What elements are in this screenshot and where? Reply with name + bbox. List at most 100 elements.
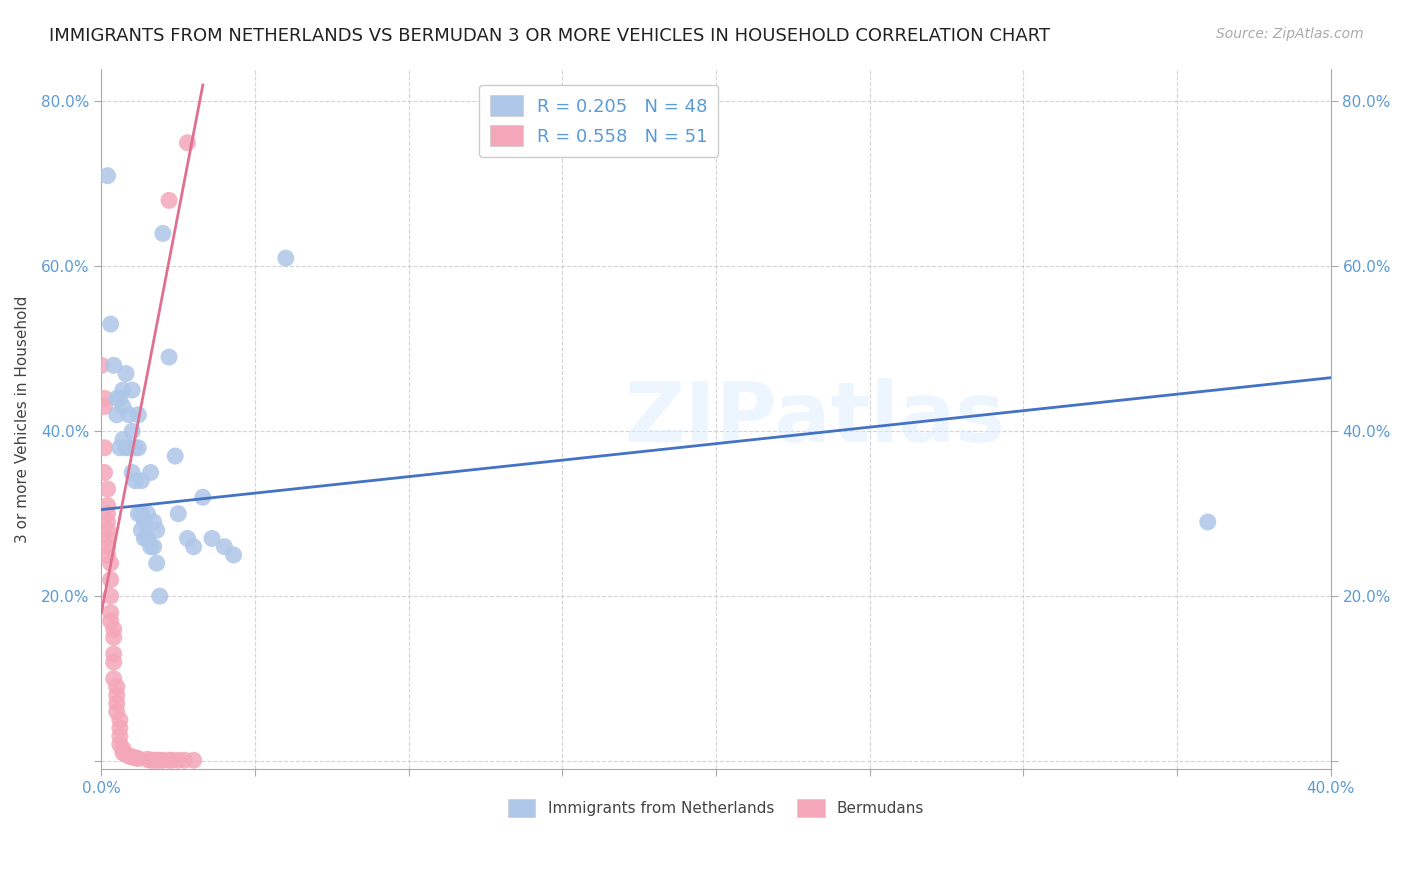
Point <box>142 540 165 554</box>
Point <box>121 750 143 764</box>
Point <box>105 705 128 719</box>
Point <box>97 482 120 496</box>
Point <box>222 548 245 562</box>
Point <box>157 194 180 208</box>
Point <box>105 697 128 711</box>
Point <box>1197 515 1219 529</box>
Point <box>115 747 138 762</box>
Point <box>100 614 122 628</box>
Point <box>145 753 167 767</box>
Point <box>127 408 149 422</box>
Point <box>93 466 115 480</box>
Point <box>105 680 128 694</box>
Point <box>111 433 134 447</box>
Point <box>136 507 159 521</box>
Point <box>103 672 125 686</box>
Point <box>139 753 162 767</box>
Point <box>97 507 120 521</box>
Point <box>145 556 167 570</box>
Point <box>127 441 149 455</box>
Point <box>152 753 174 767</box>
Point <box>274 251 297 265</box>
Point <box>97 532 120 546</box>
Point <box>139 540 162 554</box>
Point <box>201 532 224 546</box>
Point <box>142 753 165 767</box>
Point <box>100 556 122 570</box>
Point <box>103 359 125 373</box>
Point <box>105 392 128 406</box>
Point <box>103 647 125 661</box>
Point <box>108 392 131 406</box>
Point <box>97 515 120 529</box>
Point <box>108 729 131 743</box>
Point <box>97 523 120 537</box>
Point <box>100 606 122 620</box>
Point <box>124 751 146 765</box>
Text: Source: ZipAtlas.com: Source: ZipAtlas.com <box>1216 27 1364 41</box>
Point <box>183 753 205 767</box>
Point <box>145 523 167 537</box>
Point <box>108 713 131 727</box>
Point <box>108 738 131 752</box>
Point <box>97 548 120 562</box>
Point <box>176 136 198 150</box>
Point <box>127 507 149 521</box>
Text: ZIPatlas: ZIPatlas <box>624 378 1005 459</box>
Point <box>139 466 162 480</box>
Point <box>157 753 180 767</box>
Y-axis label: 3 or more Vehicles in Household: 3 or more Vehicles in Household <box>15 295 30 542</box>
Point <box>121 383 143 397</box>
Point <box>115 367 138 381</box>
Point <box>149 589 172 603</box>
Point <box>97 169 120 183</box>
Point <box>176 532 198 546</box>
Point <box>111 741 134 756</box>
Point <box>118 408 141 422</box>
Point <box>103 631 125 645</box>
Point <box>134 532 156 546</box>
Point <box>152 227 174 241</box>
Point <box>149 753 172 767</box>
Point <box>124 441 146 455</box>
Legend: Immigrants from Netherlands, Bermudans: Immigrants from Netherlands, Bermudans <box>501 792 932 825</box>
Point <box>93 400 115 414</box>
Point <box>103 622 125 636</box>
Point <box>136 532 159 546</box>
Point <box>165 449 187 463</box>
Point <box>108 441 131 455</box>
Point <box>167 507 190 521</box>
Point <box>191 490 214 504</box>
Point <box>97 499 120 513</box>
Point <box>111 400 134 414</box>
Point <box>167 753 190 767</box>
Point <box>127 751 149 765</box>
Point <box>90 359 112 373</box>
Point <box>157 350 180 364</box>
Point <box>115 441 138 455</box>
Point <box>131 507 153 521</box>
Point <box>97 540 120 554</box>
Point <box>105 688 128 702</box>
Point <box>131 474 153 488</box>
Point <box>121 466 143 480</box>
Point <box>100 589 122 603</box>
Point <box>105 408 128 422</box>
Point <box>142 515 165 529</box>
Point <box>183 540 205 554</box>
Point <box>111 383 134 397</box>
Point <box>100 573 122 587</box>
Point <box>111 746 134 760</box>
Point <box>124 474 146 488</box>
Point <box>118 441 141 455</box>
Point <box>131 523 153 537</box>
Point <box>103 655 125 669</box>
Point <box>134 515 156 529</box>
Point <box>118 749 141 764</box>
Point <box>121 424 143 438</box>
Text: IMMIGRANTS FROM NETHERLANDS VS BERMUDAN 3 OR MORE VEHICLES IN HOUSEHOLD CORRELAT: IMMIGRANTS FROM NETHERLANDS VS BERMUDAN … <box>49 27 1050 45</box>
Point <box>108 721 131 735</box>
Point <box>100 317 122 331</box>
Point <box>93 441 115 455</box>
Point <box>160 753 183 767</box>
